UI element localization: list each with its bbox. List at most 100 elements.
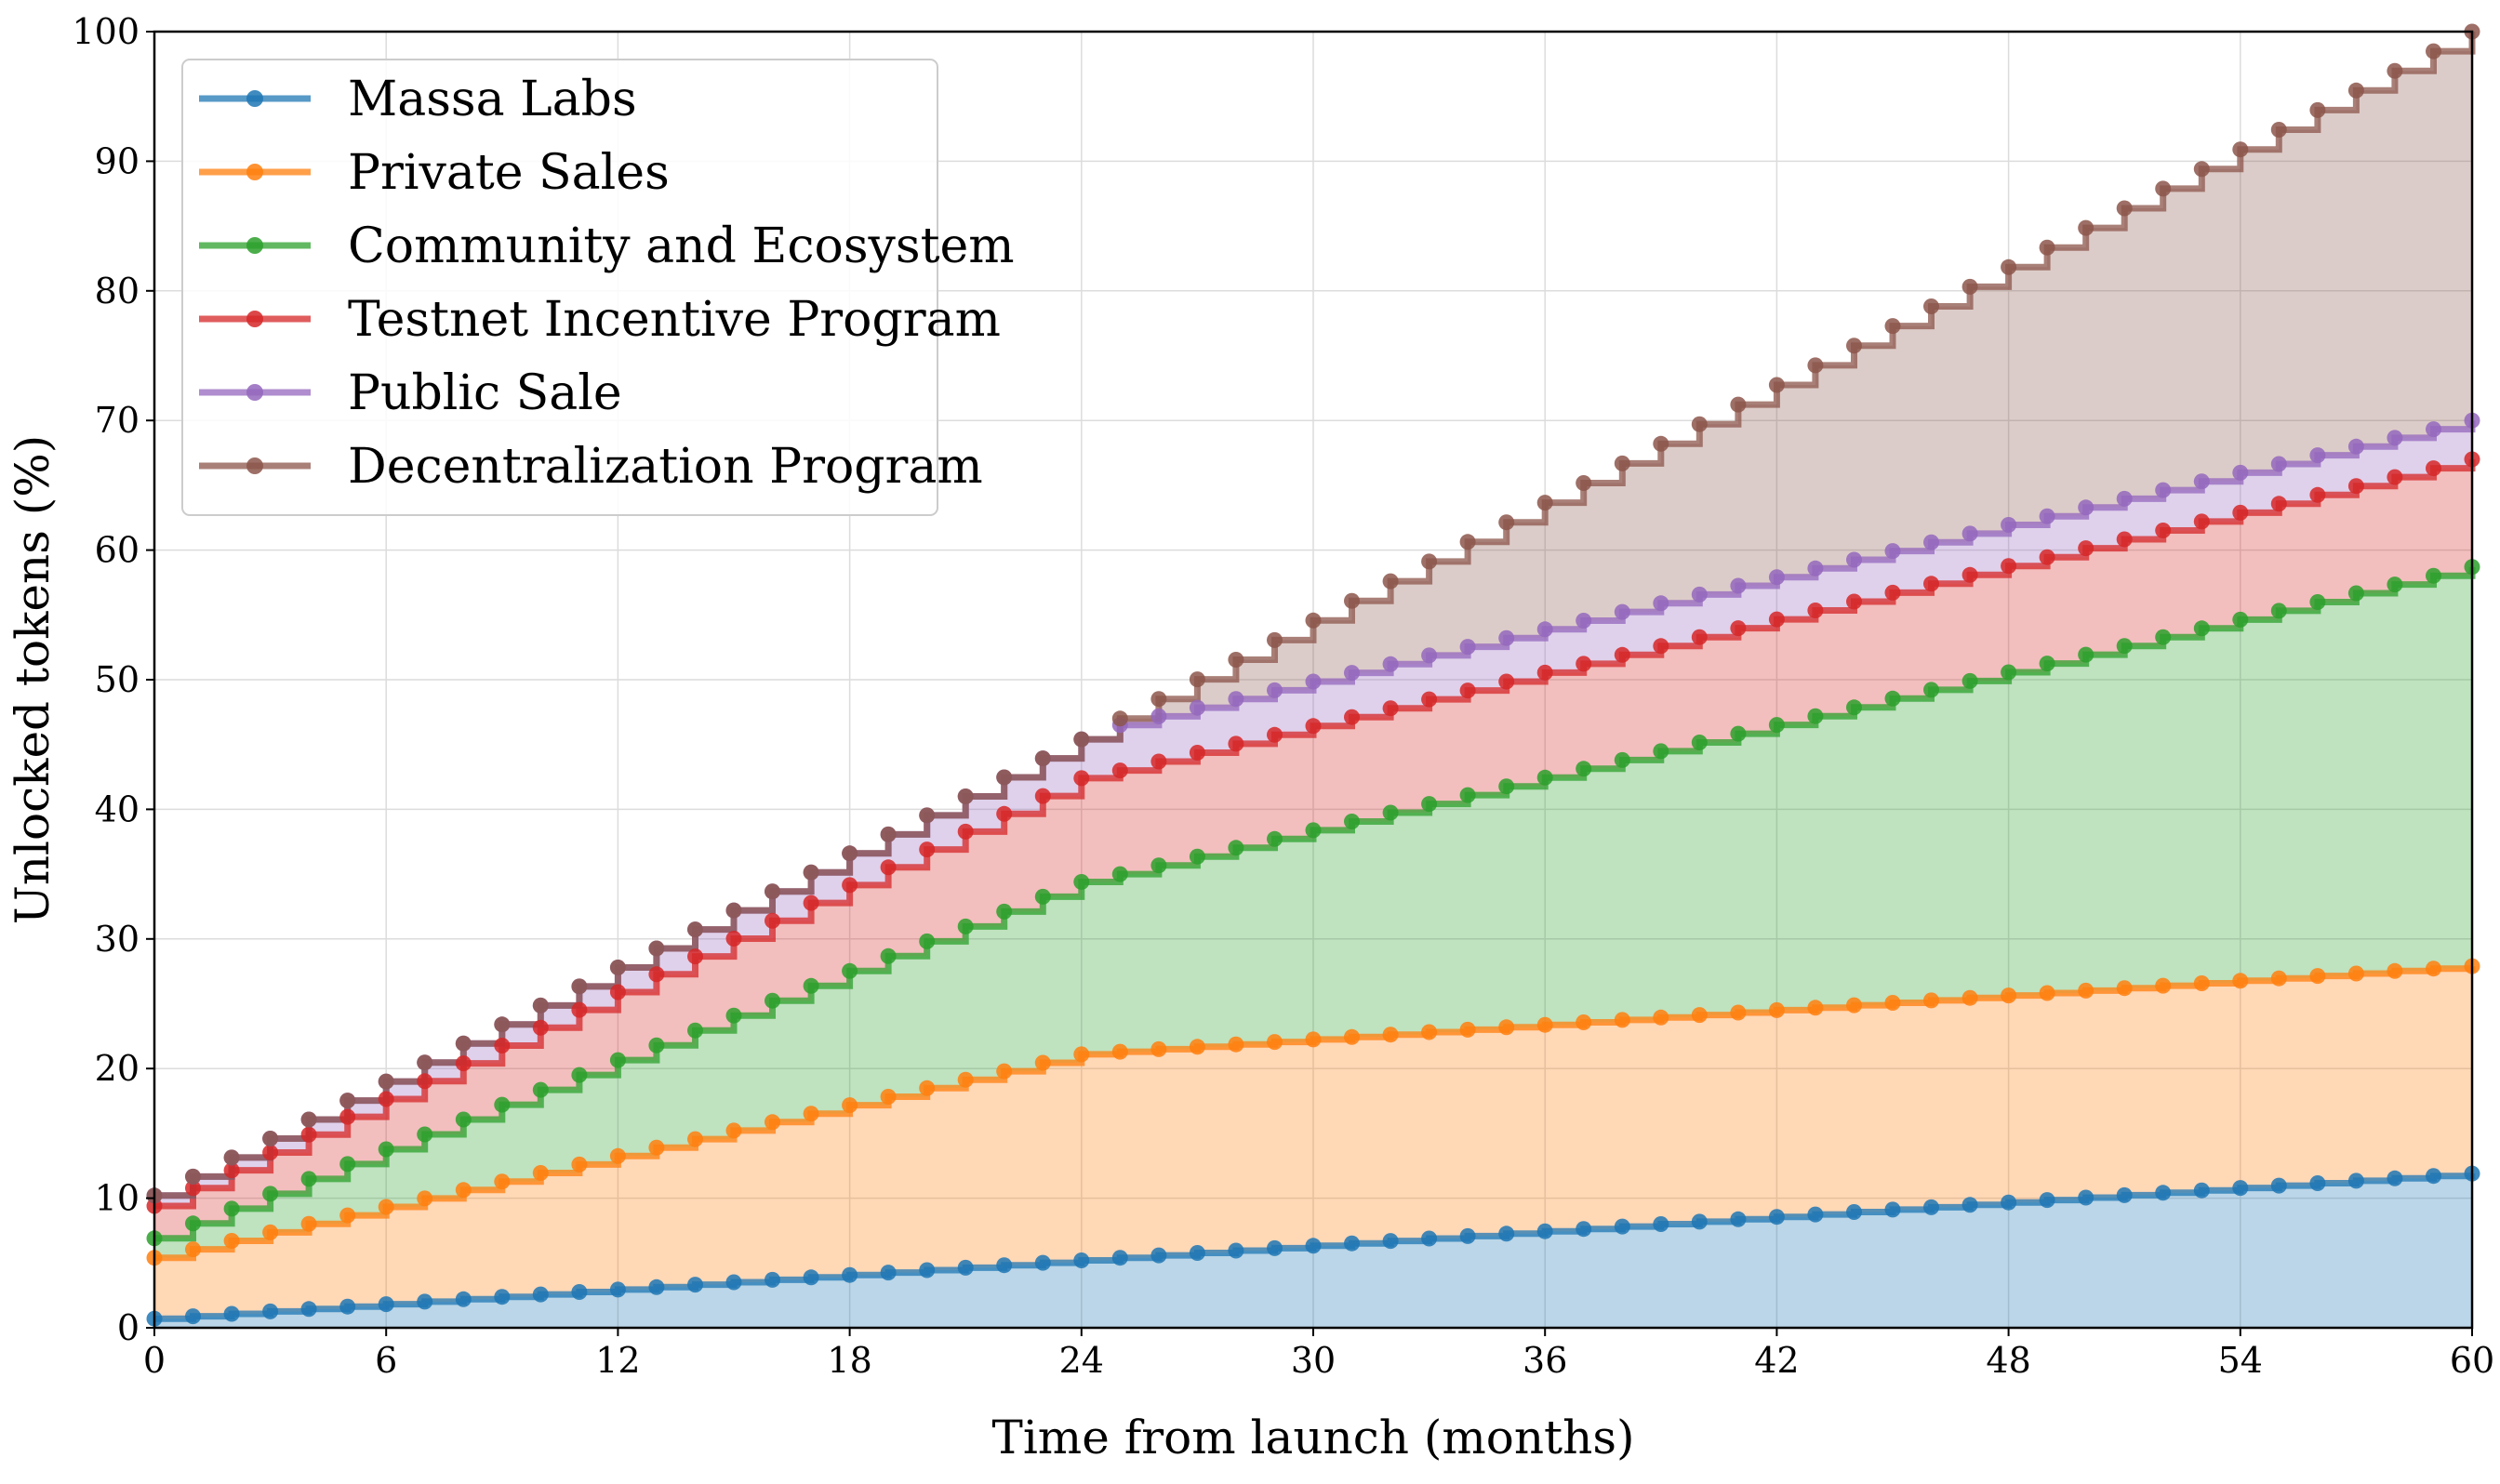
- public-sale-point: [1653, 595, 1669, 612]
- community-and-ecosystem-point: [1382, 804, 1399, 821]
- testnet-incentive-program-point: [1111, 762, 1128, 779]
- private-sales-point: [532, 1165, 549, 1181]
- massa-labs-point: [1691, 1213, 1708, 1230]
- testnet-incentive-program-point: [2270, 496, 2287, 512]
- community-and-ecosystem-point: [803, 977, 819, 994]
- community-and-ecosystem-point: [1691, 735, 1708, 750]
- decentralization-program-point: [1653, 435, 1669, 452]
- community-and-ecosystem-point: [2309, 594, 2326, 610]
- private-sales-point: [2078, 982, 2094, 999]
- testnet-incentive-program-point: [2309, 486, 2326, 503]
- x-tick-label: 24: [1059, 1340, 1104, 1381]
- community-and-ecosystem-point: [262, 1186, 279, 1202]
- testnet-incentive-program-point: [2078, 540, 2094, 557]
- testnet-incentive-program-point: [1536, 664, 1553, 681]
- massa-labs-point: [765, 1271, 780, 1288]
- public-sale-point: [2039, 508, 2055, 524]
- testnet-incentive-program-point: [919, 841, 936, 858]
- private-sales-point: [1034, 1054, 1051, 1071]
- massa-labs-point: [300, 1301, 317, 1318]
- x-tick-label: 12: [595, 1340, 640, 1381]
- testnet-incentive-program-point: [1459, 682, 1476, 699]
- decentralization-program-point: [2039, 239, 2055, 256]
- public-sale-point: [1768, 569, 1785, 586]
- private-sales-point: [1228, 1036, 1244, 1053]
- legend-label: Private Sales: [348, 145, 670, 201]
- massa-labs-point: [1576, 1221, 1592, 1238]
- public-sale-point: [1228, 691, 1244, 708]
- massa-labs-point: [1382, 1233, 1399, 1250]
- community-and-ecosystem-point: [1267, 830, 1283, 847]
- legend-swatch-marker: [246, 311, 263, 327]
- public-sale-point: [1344, 665, 1360, 682]
- massa-labs-point: [2193, 1182, 2210, 1199]
- public-sale-point: [1807, 560, 1824, 576]
- private-sales-point: [262, 1224, 279, 1240]
- massa-labs-point: [571, 1284, 588, 1300]
- community-and-ecosystem-point: [1653, 743, 1669, 760]
- massa-labs-point: [1536, 1223, 1553, 1239]
- testnet-incentive-program-point: [1653, 638, 1669, 655]
- massa-labs-point: [803, 1269, 819, 1286]
- testnet-incentive-program-point: [300, 1126, 317, 1143]
- testnet-incentive-program-point: [1691, 629, 1708, 645]
- massa-labs-point: [648, 1279, 665, 1295]
- massa-labs-point: [1614, 1218, 1630, 1235]
- massa-labs-point: [1768, 1209, 1785, 1226]
- private-sales-point: [185, 1241, 201, 1258]
- massa-labs-point: [2116, 1186, 2133, 1203]
- private-sales-point: [494, 1173, 511, 1190]
- community-and-ecosystem-point: [957, 918, 974, 934]
- public-sale-point: [1421, 647, 1438, 664]
- massa-labs-point: [687, 1277, 703, 1293]
- decentralization-program-point: [2155, 180, 2172, 197]
- testnet-incentive-program-point: [803, 894, 819, 911]
- public-sale-point: [2078, 499, 2094, 516]
- decentralization-program-point: [725, 902, 742, 919]
- x-tick-label: 6: [375, 1340, 397, 1381]
- community-and-ecosystem-point: [609, 1052, 626, 1068]
- community-and-ecosystem-point: [2232, 611, 2249, 628]
- community-and-ecosystem-point: [1807, 708, 1824, 724]
- private-sales-point: [2270, 970, 2287, 987]
- community-and-ecosystem-point: [2426, 567, 2441, 584]
- testnet-incentive-program-point: [2347, 478, 2364, 495]
- community-and-ecosystem-point: [300, 1171, 317, 1187]
- community-and-ecosystem-point: [1459, 787, 1476, 803]
- testnet-incentive-program-point: [687, 948, 703, 965]
- private-sales-point: [1653, 1009, 1669, 1026]
- legend-swatch-marker: [246, 457, 263, 474]
- decentralization-program-point: [1730, 396, 1747, 413]
- testnet-incentive-program-point: [185, 1180, 201, 1197]
- public-sale-point: [1189, 699, 1205, 716]
- community-and-ecosystem-point: [417, 1126, 433, 1143]
- massa-labs-point: [185, 1308, 201, 1325]
- massa-labs-point: [455, 1291, 472, 1307]
- private-sales-point: [880, 1089, 897, 1105]
- decentralization-program-point: [1536, 495, 1553, 511]
- private-sales-point: [919, 1080, 936, 1096]
- testnet-incentive-program-point: [1807, 603, 1824, 618]
- private-sales-point: [1189, 1039, 1205, 1055]
- private-sales-point: [1846, 997, 1862, 1014]
- community-and-ecosystem-point: [2078, 646, 2094, 663]
- decentralization-program-point: [2232, 141, 2249, 158]
- decentralization-program-point: [262, 1131, 279, 1146]
- decentralization-program-point: [919, 807, 936, 824]
- y-tick-label: 20: [95, 1048, 140, 1089]
- legend-swatch-marker: [246, 237, 263, 254]
- massa-labs-point: [262, 1303, 279, 1319]
- decentralization-program-point: [1382, 573, 1399, 590]
- legend-label: Public Sale: [348, 365, 622, 421]
- community-and-ecosystem-point: [842, 962, 858, 979]
- legend-label: Decentralization Program: [348, 439, 983, 495]
- testnet-incentive-program-point: [1923, 576, 1939, 592]
- legend-label: Massa Labs: [348, 72, 637, 127]
- testnet-incentive-program-point: [2039, 549, 2055, 565]
- public-sale-point: [1459, 639, 1476, 656]
- public-sale-point: [1614, 603, 1630, 620]
- testnet-incentive-program-point: [765, 912, 780, 929]
- decentralization-program-point: [880, 826, 897, 842]
- testnet-incentive-program-point: [1768, 611, 1785, 628]
- massa-labs-point: [2270, 1177, 2287, 1194]
